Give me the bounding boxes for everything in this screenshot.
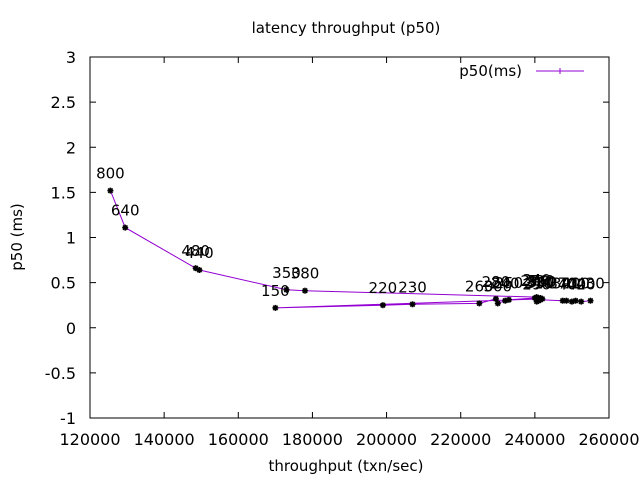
data-label: 330 (526, 274, 555, 292)
data-label: 230 (398, 278, 427, 296)
data-label: 150 (261, 282, 290, 300)
plot-area: 120000 140000 160000 180000 200000 220000 2400… (45, 48, 640, 449)
data-label: 300 (483, 277, 512, 295)
y-tick-label: -0.5 (45, 364, 76, 383)
data-label: 430 (576, 275, 605, 293)
x-axis-title: throughput (txn/sec) (269, 457, 424, 475)
data-label: 320 (526, 272, 555, 290)
x-tick-label: 180000 (282, 430, 343, 449)
y-tick-label: 3 (66, 48, 76, 67)
data-point (537, 296, 544, 303)
y-tick-label: 0.5 (51, 274, 76, 293)
data-point (379, 302, 386, 309)
y-axis-title: p50 (ms) (8, 203, 26, 271)
data-point (563, 297, 570, 304)
y-tick-label: 2 (66, 138, 76, 157)
data-label: 220 (369, 279, 398, 297)
chart-title: latency throughput (p50) (252, 19, 441, 37)
y-tick-label: -1 (60, 409, 76, 428)
data-point (494, 300, 501, 307)
legend-label: p50(ms) (459, 62, 522, 80)
x-tick-label: 120000 (59, 430, 120, 449)
x-tick-label: 140000 (134, 430, 195, 449)
data-label: 800 (96, 165, 125, 183)
data-label: 390 (552, 275, 581, 293)
data-point (272, 304, 279, 311)
data-label: 310 (524, 275, 553, 293)
data-point (122, 224, 129, 231)
data-label: 380 (291, 265, 320, 283)
data-label: 410 (561, 275, 590, 293)
x-tick-label: 200000 (356, 430, 417, 449)
data-label: 440 (185, 244, 214, 262)
x-tick-label: 260000 (578, 430, 639, 449)
data-label: 370 (548, 275, 577, 293)
data-label: 280 (482, 273, 511, 291)
y-tick-label: 2.5 (51, 93, 76, 112)
x-tick-label: 240000 (504, 430, 565, 449)
x-tick-label: 160000 (208, 430, 269, 449)
data-point (107, 187, 114, 194)
data-label: 270 (521, 272, 550, 290)
data-label: 480 (181, 242, 210, 260)
y-tick-label: 1 (66, 229, 76, 248)
data-point (505, 296, 512, 303)
data-point (409, 301, 416, 308)
plot-frame (89, 56, 610, 419)
data-point (283, 286, 290, 293)
data-label: 360 (528, 273, 557, 291)
data-label: 260 (465, 277, 494, 295)
data-point (302, 287, 308, 294)
y-tick-label: 0 (66, 319, 76, 338)
data-point (196, 267, 203, 273)
data-label: 340 (522, 271, 551, 289)
data-label: 290 (522, 276, 551, 294)
data-point (578, 298, 585, 305)
data-point (587, 297, 594, 304)
data-label: 400 (558, 276, 587, 294)
data-point (572, 297, 579, 304)
x-tick-label: 220000 (430, 430, 491, 449)
data-label: 350 (272, 264, 301, 282)
y-tick-label: 1.5 (51, 183, 76, 202)
data-label: 250 (495, 274, 524, 292)
data-label: 420 (567, 276, 596, 294)
data-label: 640 (111, 202, 140, 220)
data-point (476, 300, 483, 307)
data-label: 240 (491, 275, 520, 293)
